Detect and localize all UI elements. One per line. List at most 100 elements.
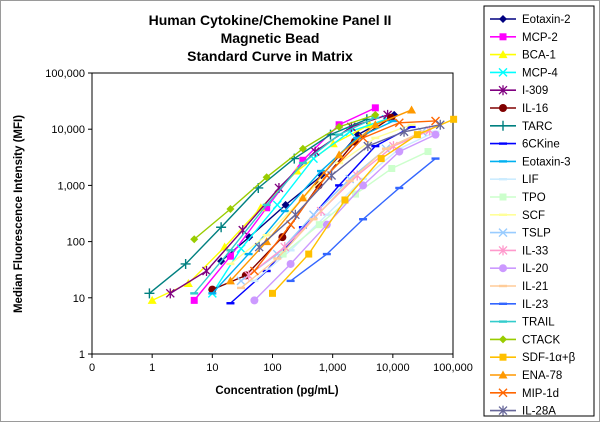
legend-swatch-marker: [499, 353, 507, 361]
data-point-tpo: [315, 221, 323, 229]
legend-item-i-309: I-309: [490, 85, 548, 97]
data-point-sdf-1: [413, 131, 421, 139]
data-point-i-309: [202, 265, 211, 276]
y-axis: 1 10 100 1,000 10,000 100,000: [45, 68, 92, 361]
data-point-il-28a: [435, 119, 445, 130]
legend-label: I-309: [522, 85, 548, 97]
y-axis-title: Median Fluorescence Intensity (MFI): [13, 115, 25, 313]
data-point-trail: [262, 203, 271, 207]
data-point-ctack: [226, 205, 235, 214]
data-point-sdf-1: [269, 289, 276, 297]
legend-label: SDF-1α+β: [522, 352, 576, 364]
series-il-20: [250, 130, 440, 305]
legend-label: CTACK: [522, 334, 560, 346]
data-point-tarc: [144, 288, 155, 299]
legend-label: IL-28A: [522, 406, 556, 418]
data-point-6ckine: [371, 144, 380, 148]
x-tick-label: 100: [263, 362, 281, 374]
legend-label: Eotaxin-3: [522, 156, 571, 168]
legend-item-il-23: IL-23: [490, 299, 548, 311]
legend-item-mcp-4: MCP-4: [490, 67, 558, 79]
legend-swatch-marker: [498, 50, 508, 59]
data-point-ctack: [371, 110, 380, 119]
legend-label: SCF: [522, 210, 545, 222]
data-point-il-20: [359, 181, 368, 190]
legend-item-eotaxin-3: Eotaxin-3: [490, 156, 571, 168]
legend-swatch-marker: [499, 142, 507, 145]
data-point-tpo: [279, 250, 287, 258]
data-point-il-16: [278, 233, 287, 242]
data-point-tslp: [236, 276, 246, 286]
series-line-il-21: [240, 131, 423, 289]
legend-label: MIP-1d: [522, 388, 559, 400]
data-point-il-28a: [363, 141, 373, 152]
data-point-mcp-2: [190, 296, 198, 304]
data-point-i-309: [310, 146, 320, 157]
data-point-il-28a: [399, 126, 409, 137]
data-point-il-20: [250, 296, 259, 305]
series-sdf-1: [269, 115, 458, 297]
legend-label: MCP-4: [522, 67, 558, 79]
data-point-il-23: [395, 186, 404, 190]
data-point-6ckine: [335, 184, 344, 187]
data-point-mip-1d: [431, 116, 441, 126]
chart-title-line-1: Human Cytokine/Chemokine Panel II: [149, 12, 392, 28]
data-point-il-20: [395, 147, 404, 156]
data-point-mcp-4: [236, 244, 246, 254]
legend-swatch-marker: [498, 388, 508, 398]
series-mcp-4: [207, 114, 391, 298]
series-line-mcp-4: [211, 118, 387, 294]
data-point-il-23: [322, 252, 331, 256]
series-i-309: [165, 109, 393, 299]
x-tick-label: 10,000: [376, 362, 410, 374]
legend-swatch-marker: [499, 193, 507, 201]
legend-swatch-marker: [499, 213, 507, 216]
legend-swatch-marker: [498, 120, 508, 131]
legend-swatch-marker: [499, 284, 507, 288]
data-point-il-21: [345, 179, 354, 183]
series-il-23: [286, 157, 440, 283]
data-point-il-21: [237, 286, 246, 290]
data-point-bca-1: [147, 295, 157, 304]
data-point-il-28a: [290, 209, 300, 220]
y-tick-label: 10: [73, 293, 85, 305]
legend-label: TSLP: [522, 228, 551, 240]
legend-label: IL-33: [522, 245, 548, 257]
data-point-eotaxin-2: [245, 233, 254, 242]
series-line-il-33: [248, 129, 430, 276]
data-point-eotaxin-3: [389, 119, 398, 123]
legend-label: 6CKine: [522, 139, 560, 151]
data-point-scf: [371, 136, 380, 140]
data-point-sdf-1: [377, 155, 385, 163]
series-il-28a: [254, 119, 445, 253]
data-point-lif: [250, 279, 259, 283]
legend-swatch-marker: [498, 405, 508, 416]
series-il-21: [237, 130, 427, 290]
data-point-sdf-1: [341, 196, 349, 204]
data-point-trail: [190, 292, 199, 295]
legend-swatch-marker: [499, 160, 507, 163]
x-tick-label: 1,000: [319, 362, 347, 374]
y-tick-label: 100: [67, 237, 85, 249]
legend-swatch-marker: [498, 85, 508, 96]
y-tick-label: 1: [79, 349, 85, 361]
legend-swatch-marker: [499, 33, 507, 41]
legend-label: LIF: [522, 174, 539, 186]
data-point-scf: [262, 233, 271, 237]
data-point-tarc: [180, 258, 191, 269]
data-point-eotaxin-3: [353, 136, 362, 140]
data-point-i-309: [238, 225, 248, 236]
data-point-ctack: [298, 144, 307, 153]
legend-label: IL-23: [522, 299, 548, 311]
legend-label: TPO: [522, 192, 546, 204]
legend-swatch-marker: [498, 228, 508, 238]
series-line-eotaxin-2: [220, 114, 395, 262]
data-point-il-33: [352, 170, 362, 181]
data-point-il-20: [322, 220, 331, 229]
legend-item-mcp-2: MCP-2: [490, 32, 558, 44]
data-point-eotaxin-3: [317, 169, 326, 173]
data-point-ena-78: [298, 193, 308, 202]
data-point-tpo: [388, 164, 396, 172]
data-point-ctack: [262, 173, 271, 182]
legend-item-il-21: IL-21: [490, 281, 548, 293]
